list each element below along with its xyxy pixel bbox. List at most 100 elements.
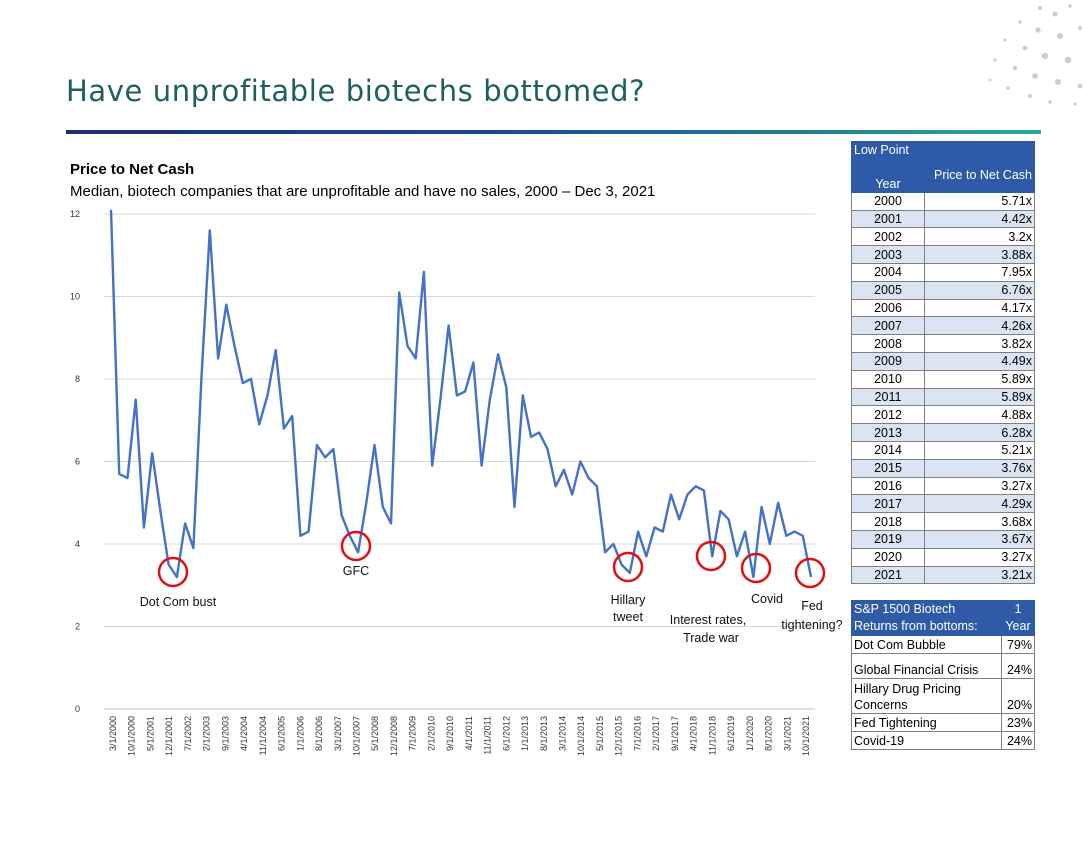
return-value-cell: 23% xyxy=(1001,713,1035,732)
value-cell: 3.2x xyxy=(924,227,1035,247)
table-row: 2001 4.42x xyxy=(851,209,1035,229)
year-cell: 2013 xyxy=(851,423,925,442)
y-tick-label: 2 xyxy=(75,622,80,632)
year-cell: 2021 xyxy=(851,565,925,585)
return-label-cell: Global Financial Crisis xyxy=(851,653,1002,679)
value-cell: 4.29x xyxy=(924,494,1035,514)
year-cell: 2019 xyxy=(851,529,925,549)
table-row: 2006 4.17x xyxy=(851,298,1035,318)
x-tick-label: 10/1/2021 xyxy=(801,716,811,756)
x-tick-label: 6/1/2005 xyxy=(277,716,287,751)
table-row: Fed Tightening 23% xyxy=(851,713,1035,732)
value-cell: 4.88x xyxy=(924,405,1035,425)
year-cell: 2011 xyxy=(851,387,925,407)
value-cell: 6.28x xyxy=(924,423,1035,442)
value-column-header: Price to Net Cash xyxy=(924,158,1035,193)
line-chart: 0 2 4 6 8 10 12 3/1/2000 10/1/2000 5/1/2001 12/1/2… xyxy=(70,209,843,756)
table-row: 2020 3.27x xyxy=(851,547,1035,567)
year-cell: 2010 xyxy=(851,369,925,389)
value-cell: 3.27x xyxy=(924,547,1035,567)
return-value-cell: 20% xyxy=(1001,678,1035,714)
decorative-dot-pattern xyxy=(988,4,1083,106)
year-cell: 2007 xyxy=(851,316,925,336)
x-tick-label: 2/1/2003 xyxy=(202,716,212,751)
x-tick-label: 1/1/2013 xyxy=(520,716,530,751)
return-value-cell: 79% xyxy=(1001,635,1035,654)
x-tick-label: 8/1/2020 xyxy=(764,716,774,751)
x-tick-label: 4/1/2018 xyxy=(689,716,699,751)
x-tick-label: 7/1/2002 xyxy=(183,716,193,751)
value-cell: 4.17x xyxy=(924,298,1035,318)
table-row: 2008 3.82x xyxy=(851,334,1035,353)
value-cell: 3.88x xyxy=(924,245,1035,264)
year-cell: 2016 xyxy=(851,476,925,496)
value-cell: 6.76x xyxy=(924,280,1035,300)
x-tick-label: 9/1/2010 xyxy=(445,716,455,751)
annotation-label: GFC xyxy=(343,564,369,578)
value-cell: 5.21x xyxy=(924,440,1035,460)
x-tick-label: 11/1/2004 xyxy=(258,716,268,755)
low-point-title: Low Point xyxy=(851,141,1035,160)
x-tick-label: 10/1/2007 xyxy=(351,716,361,756)
year-cell: 2008 xyxy=(851,334,925,353)
returns-title: S&P 1500 Biotech Returns from bottoms: xyxy=(851,600,1002,636)
value-cell: 3.21x xyxy=(924,565,1035,585)
x-tick-label: 12/1/2001 xyxy=(164,716,174,756)
value-cell: 3.82x xyxy=(924,334,1035,353)
table-row: Global Financial Crisis 24% xyxy=(851,653,1035,679)
value-cell: 3.76x xyxy=(924,458,1035,478)
year-cell: 2014 xyxy=(851,440,925,460)
x-tick-label: 1/1/2006 xyxy=(295,716,305,751)
return-label-cell: Fed Tightening xyxy=(851,713,1002,732)
table-row: 2005 6.76x xyxy=(851,280,1035,300)
table-row: 2000 5.71x xyxy=(851,191,1035,211)
chart-title: Price to Net Cash xyxy=(70,161,195,178)
x-tick-label: 2/1/2017 xyxy=(651,716,661,751)
table-row: 2019 3.67x xyxy=(851,529,1035,549)
year-cell: 2012 xyxy=(851,405,925,425)
annotation-circle xyxy=(157,556,189,588)
x-tick-label: 4/1/2004 xyxy=(239,716,249,751)
x-tick-label: 5/1/2015 xyxy=(595,716,605,751)
y-tick-label: 0 xyxy=(75,704,80,714)
annotation-label: Covid xyxy=(751,592,783,606)
low-point-table: Low Point Year Price to Net Cash 2000 5.7… xyxy=(851,141,1035,585)
table-row: 2015 3.76x xyxy=(851,458,1035,478)
table-row: 2021 3.21x xyxy=(851,565,1035,585)
year-cell: 2020 xyxy=(851,547,925,567)
value-cell: 7.95x xyxy=(924,262,1035,282)
returns-column-header: 1 Year xyxy=(1001,600,1035,636)
x-tick-label: 11/1/2018 xyxy=(707,716,717,755)
table-row: 2013 6.28x xyxy=(851,423,1035,442)
returns-table: S&P 1500 Biotech Returns from bottoms: 1… xyxy=(851,600,1035,750)
return-label-cell: Dot Com Bubble xyxy=(851,635,1002,654)
x-tick-label: 6/1/2012 xyxy=(501,716,511,751)
x-tick-label: 1/1/2020 xyxy=(745,716,755,751)
annotation-circle xyxy=(612,551,644,583)
x-tick-label: 7/1/2009 xyxy=(408,716,418,751)
annotation-label: Hillary xyxy=(611,593,646,607)
x-tick-label: 6/1/2019 xyxy=(726,716,736,751)
page-title: Have unprofitable biotechs bottomed? xyxy=(66,74,646,108)
annotation-circle xyxy=(340,530,372,562)
table-row: 2011 5.89x xyxy=(851,387,1035,407)
y-tick-label: 4 xyxy=(75,539,80,549)
x-tick-label: 8/1/2006 xyxy=(314,716,324,751)
x-tick-label: 3/1/2014 xyxy=(558,716,568,751)
year-cell: 2006 xyxy=(851,298,925,318)
y-tick-label: 10 xyxy=(70,292,80,302)
return-value-cell: 24% xyxy=(1001,653,1035,679)
year-column-header: Year xyxy=(851,158,925,193)
table-row: 2003 3.88x xyxy=(851,245,1035,264)
year-cell: 2001 xyxy=(851,209,925,229)
table-row: 2002 3.2x xyxy=(851,227,1035,247)
annotation-label: Fed xyxy=(801,599,823,613)
annotation-circle xyxy=(695,540,727,572)
value-cell: 3.68x xyxy=(924,512,1035,531)
value-cell: 5.89x xyxy=(924,387,1035,407)
year-cell: 2005 xyxy=(851,280,925,300)
y-tick-label: 8 xyxy=(75,374,80,384)
table-row: 2012 4.88x xyxy=(851,405,1035,425)
return-label-cell: Covid-19 xyxy=(851,731,1002,750)
table-row: 2007 4.26x xyxy=(851,316,1035,336)
